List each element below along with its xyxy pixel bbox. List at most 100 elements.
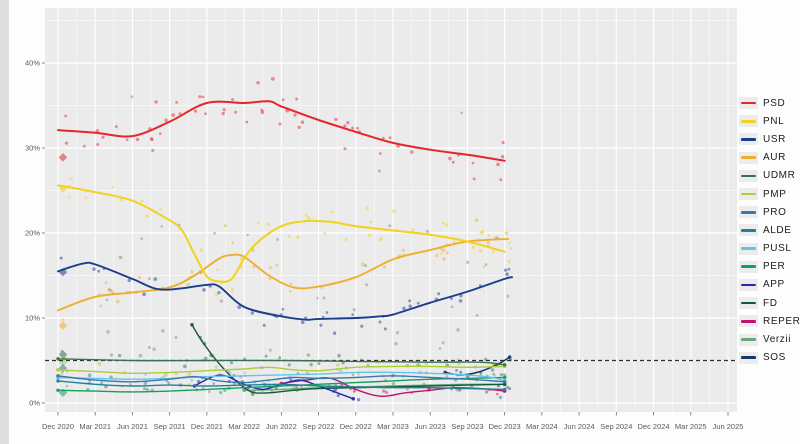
legend-label-pmp: PMP bbox=[763, 188, 787, 200]
series-end-dot-udmr bbox=[502, 362, 507, 367]
legend-item-pmp[interactable]: PMP bbox=[739, 185, 799, 203]
x-tick-label: Mar 2021 bbox=[79, 422, 111, 431]
legend-key-udmr bbox=[739, 169, 758, 182]
trend-lines bbox=[56, 100, 514, 401]
x-tick-label: Sep 2024 bbox=[600, 422, 632, 431]
x-tick-label: Mar 2024 bbox=[526, 422, 558, 431]
legend-key-app bbox=[739, 278, 758, 291]
udmr-color-swatch bbox=[741, 174, 756, 178]
legend-item-pnl[interactable]: PNL bbox=[739, 112, 799, 130]
per-color-swatch bbox=[741, 265, 756, 269]
plot-panel bbox=[45, 8, 737, 412]
x-tick-label: Jun 2022 bbox=[266, 422, 297, 431]
legend-item-app[interactable]: APP bbox=[739, 276, 799, 294]
series-line-psd bbox=[57, 100, 506, 162]
diamond-marker-udmr bbox=[58, 350, 68, 359]
legend-label-verzii: Verzii bbox=[763, 334, 792, 346]
aur-color-swatch bbox=[741, 156, 756, 159]
legend-item-verzii[interactable]: Verzii bbox=[739, 330, 799, 348]
legend-item-per[interactable]: PER bbox=[739, 258, 799, 276]
usr-color-swatch bbox=[741, 138, 756, 141]
series-line-pro bbox=[57, 375, 506, 384]
x-tick-label: Mar 2023 bbox=[377, 422, 409, 431]
series-end-dot-alde bbox=[502, 387, 507, 392]
series-start-dot-alde bbox=[56, 379, 60, 383]
legend-key-pnl bbox=[739, 115, 758, 128]
y-tick-label: 40% bbox=[25, 59, 40, 68]
legend-item-reper[interactable]: REPER bbox=[739, 312, 800, 330]
gridlines bbox=[45, 8, 737, 412]
series-line-pmp bbox=[57, 365, 506, 375]
pnl-color-swatch bbox=[741, 119, 756, 123]
legend-key-reper bbox=[739, 315, 758, 328]
reper-color-swatch bbox=[741, 320, 756, 323]
series-line-per bbox=[57, 376, 506, 393]
legend-item-alde[interactable]: ALDE bbox=[739, 221, 799, 239]
series-start-dot-pro bbox=[56, 374, 60, 378]
series-line-pusl bbox=[57, 371, 506, 382]
series-end-dot-sos bbox=[507, 355, 512, 359]
legend-item-aur[interactable]: AUR bbox=[739, 149, 799, 167]
legend-item-usr[interactable]: USR bbox=[739, 130, 799, 148]
legend-key-pusl bbox=[739, 242, 758, 255]
legend-item-sos[interactable]: SOS bbox=[739, 349, 799, 367]
legend-item-udmr[interactable]: UDMR bbox=[739, 167, 799, 185]
diamond-marker-psd bbox=[58, 153, 68, 162]
legend-key-per bbox=[739, 260, 758, 273]
legend-label-psd: PSD bbox=[763, 97, 786, 109]
legend-key-fd bbox=[739, 297, 758, 310]
x-tick-label: Sep 2022 bbox=[302, 422, 334, 431]
election-result-markers bbox=[58, 153, 68, 398]
series-start-dot-udmr bbox=[56, 357, 60, 361]
y-tick-label: 20% bbox=[25, 229, 40, 238]
window-edge-strip bbox=[0, 0, 9, 444]
legend-key-aur bbox=[739, 151, 758, 164]
x-tick-label: Mar 2025 bbox=[675, 422, 707, 431]
verzii-color-swatch bbox=[741, 338, 756, 341]
series-end-dot-pro bbox=[502, 379, 507, 384]
legend-item-pro[interactable]: PRO bbox=[739, 203, 799, 221]
diamond-marker-aur bbox=[58, 321, 68, 330]
series-line-fd bbox=[191, 324, 506, 394]
legend-label-pusl: PUSL bbox=[763, 243, 792, 255]
legend-key-pmp bbox=[739, 188, 758, 201]
legend-item-fd[interactable]: FD bbox=[739, 294, 799, 312]
legend-label-alde: ALDE bbox=[763, 224, 792, 236]
x-tick-label: Sep 2021 bbox=[154, 422, 186, 431]
x-tick-label: Jun 2023 bbox=[415, 422, 446, 431]
fd-color-swatch bbox=[741, 301, 756, 305]
legend-key-psd bbox=[739, 97, 758, 110]
x-tick-label: Dec 2021 bbox=[191, 422, 223, 431]
legend-label-udmr: UDMR bbox=[763, 170, 796, 182]
y-tick-label: 30% bbox=[25, 144, 40, 153]
legend-item-pusl[interactable]: PUSL bbox=[739, 240, 799, 258]
legend-key-verzii bbox=[739, 333, 758, 346]
y-tick-label: 10% bbox=[25, 314, 40, 323]
legend-key-pro bbox=[739, 206, 758, 219]
pmp-color-swatch bbox=[741, 192, 756, 196]
series-start-dot-per bbox=[56, 388, 60, 393]
legend-label-aur: AUR bbox=[763, 152, 786, 164]
series-end-dot-app bbox=[351, 396, 356, 401]
series-start-dot-verzii bbox=[242, 388, 246, 393]
x-tick-label: Jun 2025 bbox=[713, 422, 744, 431]
sos-color-swatch bbox=[741, 356, 756, 360]
app-color-swatch bbox=[741, 283, 756, 287]
legend-key-sos bbox=[739, 351, 758, 364]
x-tick-label: Dec 2024 bbox=[638, 422, 670, 431]
legend-item-psd[interactable]: PSD bbox=[739, 94, 799, 112]
series-end-dot-per bbox=[502, 375, 507, 380]
legend-label-per: PER bbox=[763, 261, 786, 273]
series-line-aur bbox=[57, 237, 510, 312]
x-tick-label: Dec 2020 bbox=[42, 422, 74, 431]
pusl-color-swatch bbox=[741, 247, 756, 250]
series-line-udmr bbox=[57, 358, 506, 366]
x-tick-label: Jun 2024 bbox=[564, 422, 595, 431]
x-tick-label: Mar 2022 bbox=[228, 422, 260, 431]
legend: PSD PNL USR AUR UDMR PMP PRO ALDE PUSL PER APP FD RE… bbox=[739, 94, 800, 367]
legend-label-pnl: PNL bbox=[763, 115, 785, 127]
alde-color-swatch bbox=[741, 229, 756, 232]
legend-label-app: APP bbox=[763, 279, 785, 291]
